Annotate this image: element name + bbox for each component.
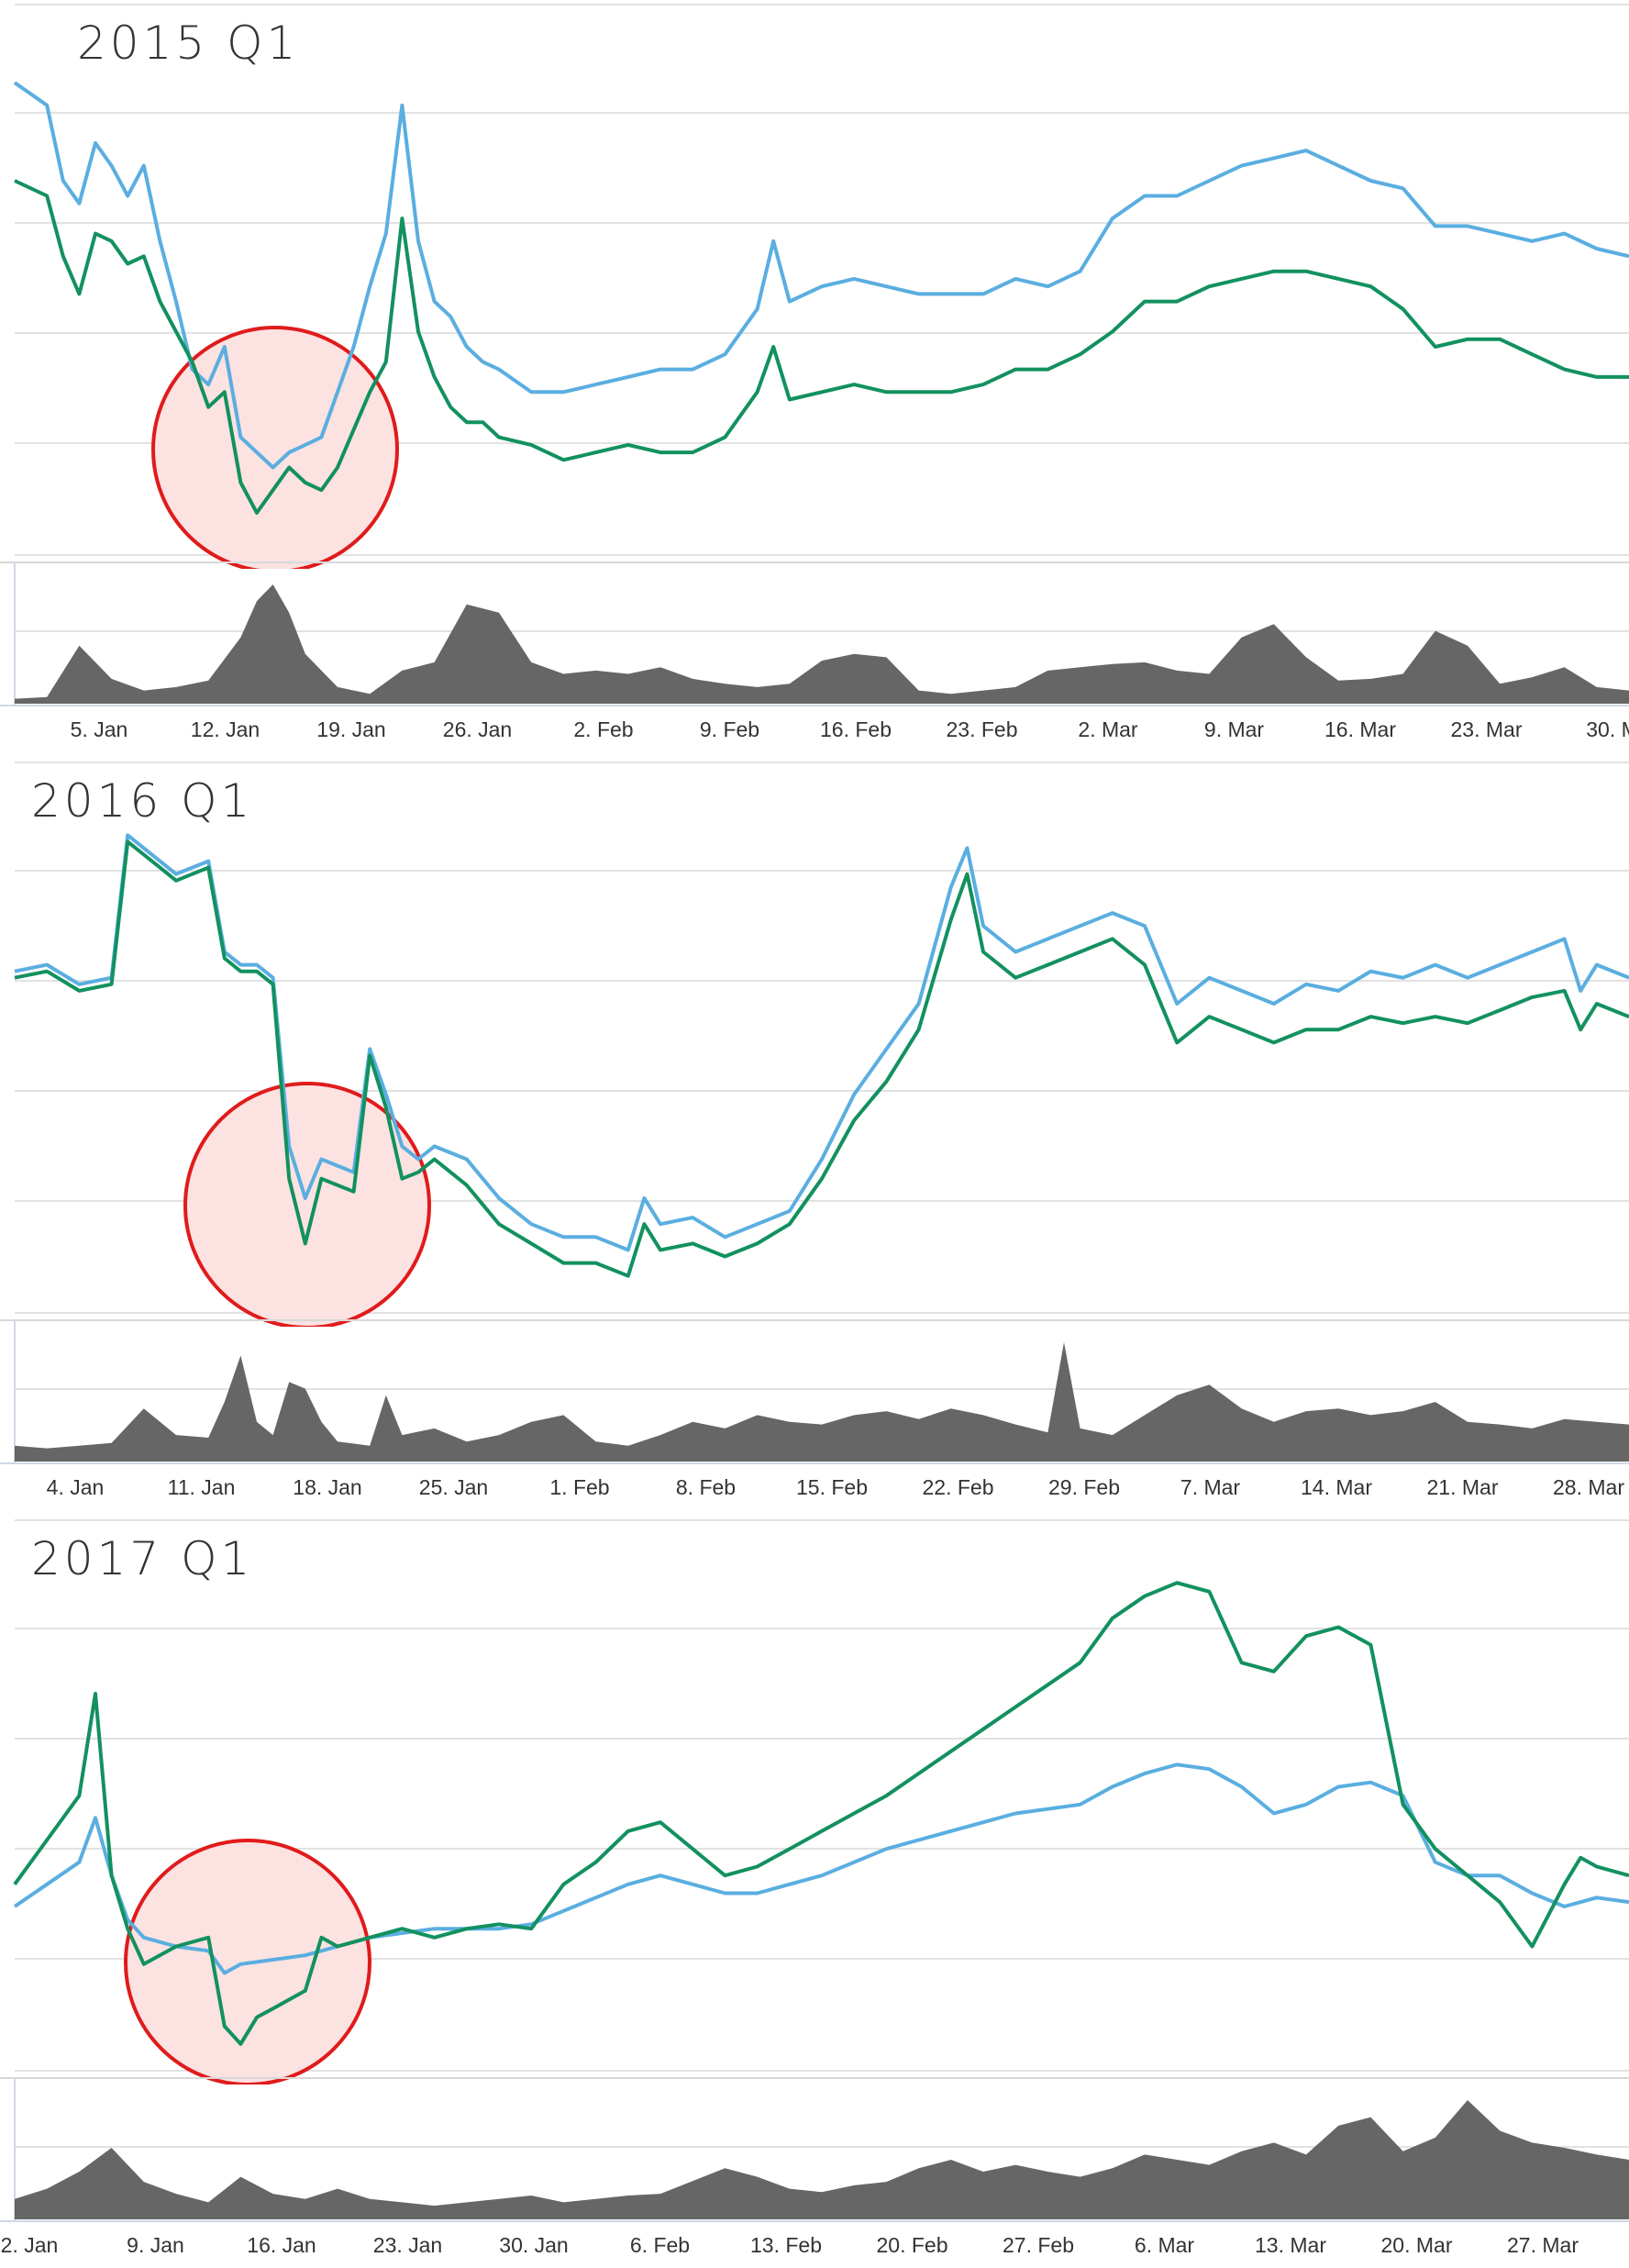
- x-tick-label: 14. Mar: [1301, 1475, 1372, 1499]
- x-tick-label: 19. Jan: [316, 717, 386, 741]
- volume-chart: [0, 561, 1629, 706]
- series-line-blue: [13, 1762, 1629, 1975]
- volume-area: [15, 584, 1629, 704]
- x-tick-label: 28. Mar: [1553, 1475, 1624, 1499]
- x-tick-label: 23. Feb: [946, 717, 1018, 741]
- x-tick-label: 7. Mar: [1180, 1475, 1241, 1499]
- x-tick-label: 21. Mar: [1426, 1475, 1499, 1499]
- chart-panel-2017: 2017 Q1 2. Jan 9. Jan 16. Jan 23. Jan 30. Ja…: [0, 1516, 1629, 2268]
- x-tick-label: 5. Jan: [70, 717, 128, 741]
- price-chart: [14, 762, 1629, 1327]
- x-tick-label: 16. Mar: [1324, 717, 1396, 741]
- volume-chart: [0, 2077, 1629, 2222]
- highlight-circle: [183, 1082, 431, 1327]
- x-tick-label: 12. Jan: [190, 717, 260, 741]
- x-tick-label: 20. Mar: [1380, 2233, 1453, 2257]
- x-tick-label: 9. Mar: [1203, 717, 1265, 741]
- x-tick-label: 6. Mar: [1134, 2233, 1195, 2257]
- series-line-green: [13, 1581, 1629, 2046]
- x-tick-label: 20. Feb: [876, 2233, 948, 2257]
- series-line-blue: [13, 81, 1629, 470]
- series-line-green: [14, 179, 1629, 515]
- x-tick-label: 23. Mar: [1450, 717, 1523, 741]
- highlight-circle: [151, 326, 399, 569]
- x-tick-label: 2. Jan: [0, 2233, 59, 2257]
- x-axis-labels: 2. Jan 9. Jan 16. Jan 23. Jan 30. Jan 6. Feb 1…: [0, 2233, 1629, 2261]
- x-tick-label: 9. Feb: [699, 717, 760, 741]
- x-tick-label: 1. Feb: [549, 1475, 610, 1499]
- chart-panel-2016: 2016 Q1 4. Jan 11. Jan 18. Jan 25. Jan 1. Fe…: [0, 758, 1629, 1516]
- series-line-green: [14, 839, 1629, 1278]
- x-tick-label: 26. Jan: [442, 717, 513, 741]
- x-tick-label: 18. Jan: [293, 1475, 362, 1499]
- chart-title: 2016 Q1: [31, 774, 254, 828]
- x-tick-label: 22. Feb: [922, 1475, 994, 1499]
- x-tick-label: 16. Jan: [247, 2233, 316, 2257]
- x-tick-label: 8. Feb: [675, 1475, 737, 1499]
- x-tick-label: 29. Feb: [1048, 1475, 1120, 1499]
- x-tick-label: 15. Feb: [796, 1475, 868, 1499]
- price-chart: [13, 1519, 1629, 2085]
- price-chart: [13, 4, 1629, 569]
- x-axis-labels: 5. Jan 12. Jan 19. Jan 26. Jan 2. Feb 9. Feb 1…: [0, 717, 1629, 745]
- x-tick-label: 4. Jan: [46, 1475, 105, 1499]
- chart-title: 2017 Q1: [31, 1532, 254, 1585]
- x-tick-label: 27. Mar: [1507, 2233, 1579, 2257]
- x-tick-label: 6. Feb: [629, 2233, 691, 2257]
- series-line-blue: [14, 833, 1629, 1252]
- x-axis-labels: 4. Jan 11. Jan 18. Jan 25. Jan 1. Feb 8. Feb 1…: [0, 1475, 1629, 1503]
- volume-chart: [0, 1319, 1629, 1464]
- volume-area: [15, 1342, 1629, 1462]
- x-tick-label: 9. Jan: [127, 2233, 184, 2257]
- x-tick-label: 16. Feb: [820, 717, 892, 741]
- x-tick-label: 25. Jan: [418, 1475, 489, 1499]
- x-tick-label: 30. M: [1586, 717, 1629, 741]
- x-tick-label: 30. Jan: [499, 2233, 569, 2257]
- x-tick-label: 27. Feb: [1003, 2233, 1074, 2257]
- x-tick-label: 11. Jan: [167, 1475, 236, 1499]
- chart-panel-2015: 2015 Q1 5. Jan 12. Jan 19. Jan 26. Jan 2. Fe…: [0, 0, 1629, 758]
- x-tick-label: 23. Jan: [372, 2233, 443, 2257]
- chart-title: 2015 Q1: [77, 17, 300, 70]
- x-tick-label: 13. Feb: [750, 2233, 822, 2257]
- x-tick-label: 2. Mar: [1078, 717, 1138, 741]
- volume-area: [15, 2100, 1629, 2219]
- x-tick-label: 13. Mar: [1255, 2233, 1326, 2257]
- x-tick-label: 2. Feb: [573, 717, 634, 741]
